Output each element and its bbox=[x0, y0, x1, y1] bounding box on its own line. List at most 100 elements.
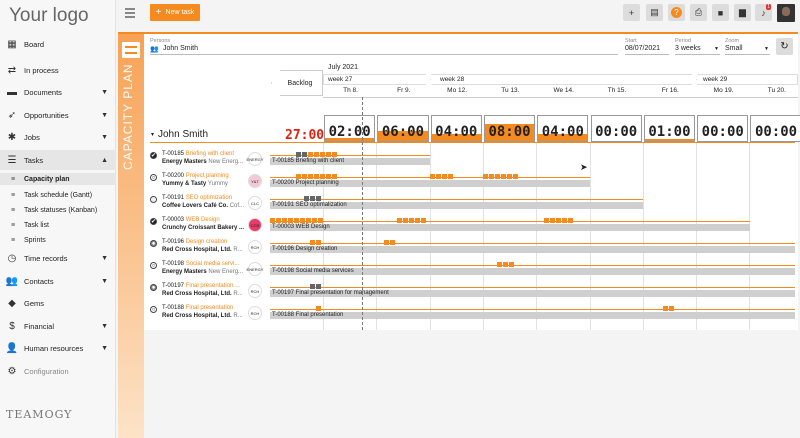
time-block[interactable] bbox=[436, 174, 441, 179]
nav-financial[interactable]: $ Financial ▼ bbox=[0, 316, 116, 336]
time-block[interactable] bbox=[562, 218, 567, 223]
nav-time-records[interactable]: ◷ Time records ▼ bbox=[7, 252, 108, 264]
nav-jobs[interactable]: ✱ Jobs ▼ bbox=[7, 131, 108, 143]
time-block[interactable] bbox=[270, 218, 275, 223]
nav-board[interactable]: ▦ Board bbox=[7, 38, 45, 50]
status-icon[interactable]: ○ bbox=[150, 306, 157, 313]
time-block[interactable] bbox=[308, 174, 313, 179]
day-hours-box[interactable]: 02:00 bbox=[324, 115, 376, 142]
status-icon[interactable]: ✔ bbox=[150, 218, 157, 225]
status-icon[interactable]: ◌ bbox=[150, 196, 157, 203]
time-block[interactable] bbox=[310, 196, 315, 201]
avatar[interactable] bbox=[777, 4, 795, 22]
status-icon[interactable]: ● bbox=[150, 240, 157, 247]
video-button[interactable]: ■ bbox=[712, 4, 729, 21]
time-block[interactable] bbox=[415, 218, 420, 223]
time-block[interactable] bbox=[556, 218, 561, 223]
task-name-link[interactable]: Social media servi... bbox=[185, 261, 240, 267]
task-row[interactable]: ● T-00197 Final presentation ... Red Cro… bbox=[150, 283, 795, 305]
time-block[interactable] bbox=[332, 174, 337, 179]
nav-configuration[interactable]: ⚙ Configuration bbox=[7, 365, 69, 377]
notes-button[interactable]: ▤ bbox=[646, 4, 663, 21]
task-name-link[interactable]: Final presentation bbox=[185, 305, 234, 311]
time-block[interactable] bbox=[326, 152, 331, 157]
day-hours-box[interactable]: 01:00 bbox=[643, 115, 696, 142]
task-name-link[interactable]: Briefing with client bbox=[185, 151, 235, 157]
menu-icon[interactable] bbox=[125, 8, 135, 20]
time-block[interactable] bbox=[312, 218, 317, 223]
status-icon[interactable]: ● bbox=[150, 284, 157, 291]
time-block[interactable] bbox=[300, 218, 305, 223]
time-block[interactable] bbox=[282, 218, 287, 223]
nav-human-resources[interactable]: 👤 Human resources ▼ bbox=[5, 342, 108, 354]
task-bar[interactable]: T-00191 SEO optimalization bbox=[270, 202, 643, 209]
day-hours-box[interactable]: 06:00 bbox=[377, 115, 429, 142]
time-block[interactable] bbox=[288, 218, 293, 223]
time-block[interactable] bbox=[495, 174, 500, 179]
task-name-link[interactable]: Design creation bbox=[185, 239, 228, 245]
time-block[interactable] bbox=[294, 218, 299, 223]
status-icon[interactable]: ✔ bbox=[150, 152, 157, 159]
task-bar[interactable]: T-00197 Final presentation for managemen… bbox=[270, 290, 795, 297]
time-block[interactable] bbox=[304, 196, 309, 201]
task-row[interactable]: ◌ T-00191 SEO optimization Coffee Lovers… bbox=[150, 195, 795, 217]
time-block[interactable] bbox=[550, 218, 555, 223]
nav-opportunities[interactable]: ➶ Opportunities ▼ bbox=[7, 109, 108, 121]
help-button[interactable]: ? bbox=[668, 4, 685, 21]
nav-contacts[interactable]: 👥 Contacts ▼ bbox=[5, 275, 108, 287]
time-block[interactable] bbox=[316, 240, 321, 245]
time-block[interactable] bbox=[296, 152, 301, 157]
time-block[interactable] bbox=[320, 152, 325, 157]
subnav-task-statuses-kanban-[interactable]: ≡ Task statuses (Kanban) bbox=[0, 204, 116, 216]
time-block[interactable] bbox=[296, 174, 301, 179]
task-name-link[interactable]: WEB Design bbox=[185, 217, 220, 223]
time-block[interactable] bbox=[403, 218, 408, 223]
time-block[interactable] bbox=[507, 174, 512, 179]
time-block[interactable] bbox=[302, 152, 307, 157]
task-row[interactable]: ✔ T-00185 Briefing with client Energy Ma… bbox=[150, 151, 795, 173]
status-icon[interactable]: ○ bbox=[150, 174, 157, 181]
time-block[interactable] bbox=[306, 218, 311, 223]
subnav-task-schedule-gantt-[interactable]: ≡ Task schedule (Gantt) bbox=[0, 189, 116, 201]
start-date-input[interactable]: 08/07/2021 bbox=[625, 44, 669, 55]
time-block[interactable] bbox=[314, 174, 319, 179]
time-block[interactable] bbox=[409, 218, 414, 223]
time-block[interactable] bbox=[316, 196, 321, 201]
calendar-icon[interactable] bbox=[122, 42, 140, 58]
day-hours-box[interactable]: 04:00 bbox=[430, 115, 482, 142]
day-hours-box[interactable]: 00:00 bbox=[750, 115, 800, 142]
task-row[interactable]: ○ T-00200 Project planning Yummy & Tasty… bbox=[150, 173, 795, 195]
task-name-link[interactable]: SEO optimization bbox=[185, 195, 233, 201]
day-hours-box[interactable]: 04:00 bbox=[537, 115, 589, 142]
task-bar[interactable]: T-00198 Social media services bbox=[270, 268, 795, 275]
add-button[interactable]: + bbox=[623, 4, 640, 21]
refresh-button[interactable]: ↻ bbox=[776, 38, 793, 55]
time-block[interactable] bbox=[503, 262, 508, 267]
time-block[interactable] bbox=[430, 174, 435, 179]
time-block[interactable] bbox=[442, 174, 447, 179]
subnav-capacity-plan[interactable]: ≡ Capacity plan bbox=[0, 173, 116, 185]
task-bar[interactable]: T-00185 Briefing with client bbox=[270, 158, 430, 165]
time-block[interactable] bbox=[314, 152, 319, 157]
time-block[interactable] bbox=[397, 218, 402, 223]
time-block[interactable] bbox=[316, 284, 321, 289]
persons-field[interactable]: 👥 John Smith bbox=[150, 44, 618, 55]
status-icon[interactable]: ○ bbox=[150, 262, 157, 269]
notifications-button[interactable]: ♪ 1 bbox=[755, 4, 772, 21]
time-block[interactable] bbox=[384, 240, 389, 245]
time-block[interactable] bbox=[568, 218, 573, 223]
time-block[interactable] bbox=[669, 306, 674, 311]
time-block[interactable] bbox=[390, 240, 395, 245]
task-row[interactable]: ✔ T-00003 WEB Design Crunchy Croissant B… bbox=[150, 217, 795, 239]
task-row[interactable]: ● T-00196 Design creation Red Cross Hosp… bbox=[150, 239, 795, 261]
zoom-select[interactable]: Small ▼ bbox=[725, 44, 770, 55]
task-name-link[interactable]: Final presentation ... bbox=[185, 283, 241, 289]
time-block[interactable] bbox=[326, 174, 331, 179]
time-block[interactable] bbox=[513, 174, 518, 179]
nav-in-process[interactable]: ⇄ In process bbox=[7, 64, 59, 76]
time-block[interactable] bbox=[318, 218, 323, 223]
print-button[interactable]: ⎙ bbox=[690, 4, 707, 21]
collapse-icon[interactable]: ▾ bbox=[151, 132, 155, 138]
backlog-button[interactable]: Backlog bbox=[271, 70, 323, 96]
task-bar[interactable]: T-00188 Final presentation bbox=[270, 312, 795, 319]
